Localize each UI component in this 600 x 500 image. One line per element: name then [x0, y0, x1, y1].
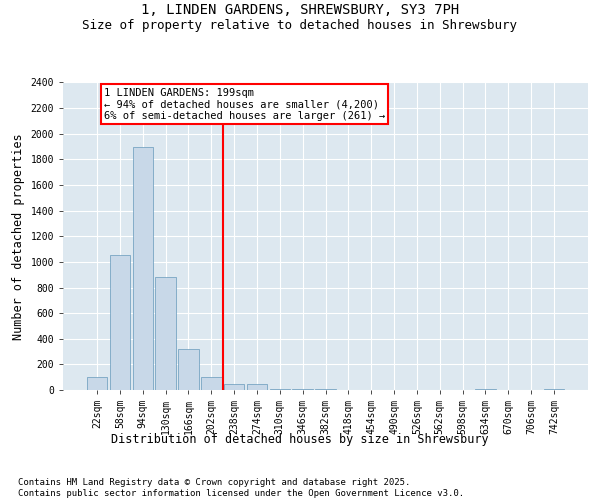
Bar	[292, 389, 313, 390]
Text: Size of property relative to detached houses in Shrewsbury: Size of property relative to detached ho…	[83, 18, 517, 32]
Bar	[155, 277, 176, 390]
Bar	[269, 388, 290, 390]
Bar	[247, 384, 267, 390]
Text: 1 LINDEN GARDENS: 199sqm
← 94% of detached houses are smaller (4,200)
6% of semi: 1 LINDEN GARDENS: 199sqm ← 94% of detach…	[104, 88, 385, 121]
Bar	[87, 377, 107, 390]
Bar	[110, 256, 130, 390]
Bar	[178, 349, 199, 390]
Bar	[315, 389, 336, 390]
Bar	[201, 377, 221, 390]
Text: Distribution of detached houses by size in Shrewsbury: Distribution of detached houses by size …	[111, 432, 489, 446]
Bar	[133, 146, 153, 390]
Y-axis label: Number of detached properties: Number of detached properties	[12, 133, 25, 340]
Bar	[224, 384, 244, 390]
Text: 1, LINDEN GARDENS, SHREWSBURY, SY3 7PH: 1, LINDEN GARDENS, SHREWSBURY, SY3 7PH	[141, 2, 459, 16]
Text: Contains HM Land Registry data © Crown copyright and database right 2025.
Contai: Contains HM Land Registry data © Crown c…	[18, 478, 464, 498]
